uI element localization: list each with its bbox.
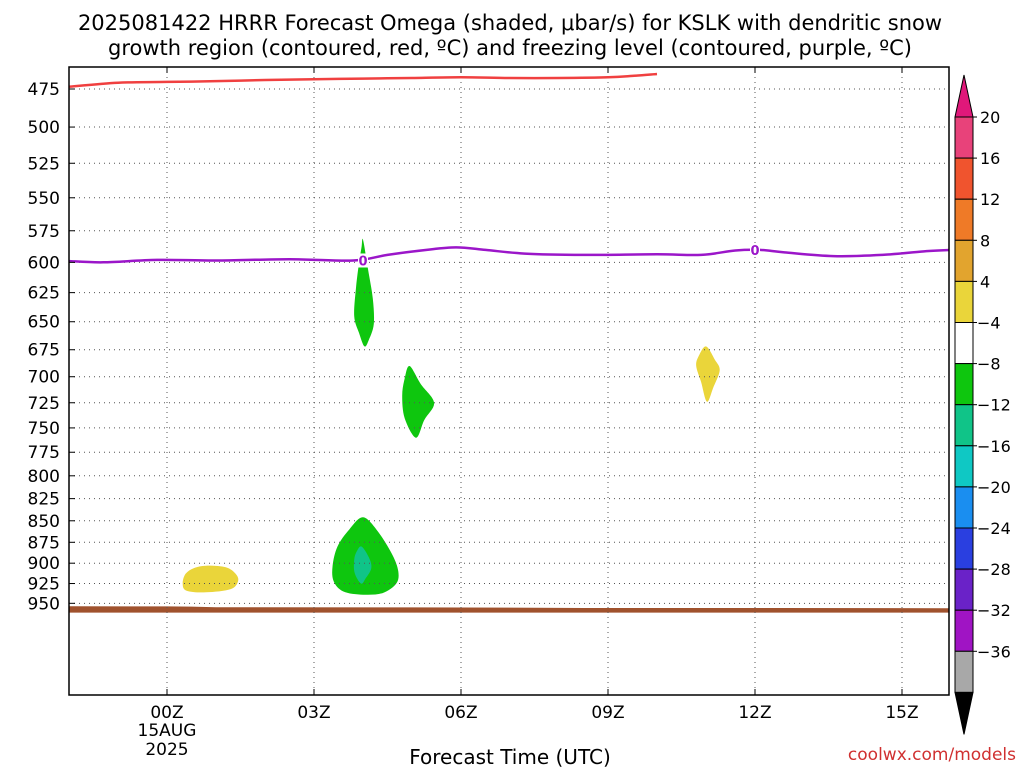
- y-tick-label: 800: [28, 467, 60, 487]
- y-tick-label: 675: [28, 341, 60, 361]
- omega-region-teal-cell: [353, 546, 372, 584]
- y-tick-label: 525: [28, 154, 60, 174]
- y-tick-label: 825: [28, 490, 60, 510]
- x-tick-label: 03Z: [297, 703, 330, 723]
- freezing-level-contour: [69, 246, 949, 264]
- x-date-label: 15AUG: [138, 721, 197, 741]
- colorbar-swatch: [954, 609, 974, 652]
- colorbar-label: −32: [977, 601, 1011, 620]
- colorbar-swatch: [954, 239, 974, 282]
- colorbar-swatch: [954, 280, 974, 323]
- y-tick-label: 775: [28, 443, 60, 463]
- freezing-level-label-bg: [358, 253, 368, 268]
- colorbar-label: 16: [980, 149, 1000, 168]
- y-tick-label: 700: [28, 368, 60, 388]
- x-tick-label: 00Z: [150, 703, 183, 723]
- freezing-level-label-bg: [750, 242, 760, 257]
- colorbar-label: −20: [977, 478, 1011, 497]
- colorbar-swatch: [954, 198, 974, 241]
- colorbar-label: −12: [977, 396, 1011, 415]
- x-year-label: 2025: [145, 740, 188, 760]
- y-tick-label: 950: [28, 594, 60, 614]
- colorbar-label: −28: [977, 560, 1011, 579]
- y-tick-label: 625: [28, 284, 60, 304]
- omega-shading-layer: [182, 238, 720, 595]
- y-tick-label: 750: [28, 419, 60, 439]
- y-tick-label: 575: [28, 222, 60, 242]
- colorbar-label: 12: [980, 190, 1000, 209]
- colorbar-label: 4: [980, 272, 990, 291]
- y-tick-label: 900: [28, 554, 60, 574]
- colorbar-swatch: [954, 404, 974, 447]
- y-tick-label: 725: [28, 394, 60, 414]
- dendritic-growth-contour: [69, 72, 658, 88]
- colorbar: 20 16 12 8 4 −4 −8 −12 −16 −20 −24 −28 −32 −36: [954, 74, 1011, 735]
- credit-text: coolwx.com/models: [848, 745, 1016, 765]
- colorbar-bottom-arrow: [954, 691, 974, 735]
- x-axis-title: Forecast Time (UTC): [409, 745, 611, 768]
- colorbar-label: 8: [980, 231, 990, 250]
- x-tick-label: 06Z: [444, 703, 477, 723]
- colorbar-label: −4: [977, 314, 1001, 333]
- freezing-level-label: 0: [750, 244, 759, 259]
- colorbar-label: 20: [980, 108, 1000, 127]
- colorbar-swatch: [954, 650, 974, 693]
- plot-frame: [68, 66, 950, 696]
- contour-layer: 00: [69, 72, 949, 269]
- colorbar-swatch: [954, 486, 974, 529]
- colorbar-swatch: [954, 568, 974, 611]
- colorbar-swatch: [954, 527, 974, 570]
- x-axis: 00Z 03Z 06Z 09Z 12Z 15Z: [150, 67, 919, 723]
- colorbar-swatch: [954, 322, 974, 365]
- y-axis: 475 500 525 550 575 600 625 650 675 700 725 750 775 8…: [28, 80, 75, 614]
- colorbar-label: −24: [977, 519, 1011, 538]
- colorbar-swatch: [954, 116, 974, 159]
- gridlines: [69, 67, 949, 695]
- colorbar-label: −8: [977, 355, 1001, 374]
- y-tick-label: 550: [28, 189, 60, 209]
- chart-title-line-2: growth region (contoured, red, ºC) and f…: [108, 36, 912, 60]
- y-tick-label: 475: [28, 80, 60, 100]
- y-tick-label: 600: [28, 253, 60, 273]
- x-tick-label: 09Z: [591, 703, 624, 723]
- colorbar-swatch: [954, 363, 974, 406]
- freezing-level-label: 0: [358, 254, 367, 269]
- y-tick-label: 875: [28, 533, 60, 553]
- x-tick-label: 15Z: [885, 703, 918, 723]
- y-tick-label: 650: [28, 313, 60, 333]
- terrain-fill: [69, 606, 949, 613]
- y-tick-label: 925: [28, 575, 60, 595]
- colorbar-label: −16: [977, 437, 1011, 456]
- omega-region-yellow-cell-b: [182, 565, 239, 593]
- colorbar-swatch: [954, 157, 974, 200]
- y-tick-label: 850: [28, 512, 60, 532]
- colorbar-top-arrow: [954, 74, 974, 118]
- x-tick-label: 12Z: [738, 703, 771, 723]
- omega-region-green-cell-b: [402, 365, 435, 438]
- colorbar-label: −36: [977, 642, 1011, 661]
- terrain-layer: [69, 606, 949, 613]
- omega-region-yellow-cell-a: [696, 346, 720, 402]
- y-tick-label: 500: [28, 118, 60, 138]
- colorbar-swatch: [954, 445, 974, 488]
- chart-title-line-1: 2025081422 HRRR Forecast Omega (shaded, …: [78, 11, 942, 35]
